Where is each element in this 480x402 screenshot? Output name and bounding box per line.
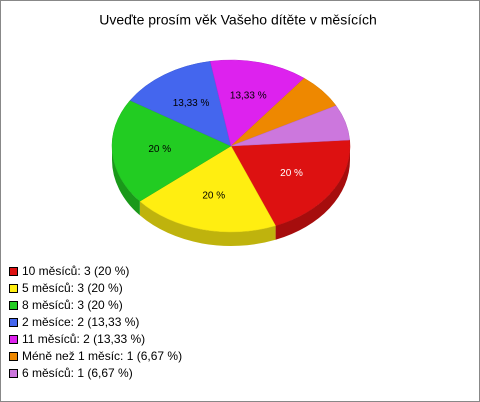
legend-label: 5 měsíců: 3 (20 %) <box>22 281 123 295</box>
legend-label: 10 měsíců: 3 (20 %) <box>22 264 129 278</box>
data-label: 13,33 % <box>230 91 267 102</box>
data-label: 20 % <box>202 191 225 202</box>
slice <box>210 59 305 147</box>
slice <box>111 100 232 202</box>
slice <box>139 145 276 233</box>
legend-label: 8 měsíců: 3 (20 %) <box>22 298 123 312</box>
legend-swatch <box>9 267 18 276</box>
chart-title: Uveďte prosím věk Vašeho dítěte v měsící… <box>99 12 377 28</box>
legend-label: 6 měsíců: 1 (6,67 %) <box>22 366 133 380</box>
data-label: 20 % <box>148 144 171 155</box>
legend-swatch <box>9 318 18 327</box>
slice-side <box>139 201 276 246</box>
legend-label: 2 měsíce: 2 (13,33 %) <box>22 315 139 329</box>
slice <box>129 61 232 147</box>
legend-swatch <box>9 301 18 310</box>
slice <box>230 139 351 227</box>
slice-side <box>275 146 350 240</box>
slice <box>230 105 350 147</box>
legend-label: Méně než 1 měsíc: 1 (6,67 %) <box>22 349 182 363</box>
data-label: 20 % <box>280 168 303 179</box>
legend-swatch <box>9 352 18 361</box>
legend-swatch <box>9 369 18 378</box>
legend-label: 11 měsíců: 2 (13,33 %) <box>22 332 145 346</box>
data-label: 13,33 % <box>173 98 210 109</box>
slice-side <box>112 146 140 216</box>
legend-swatch <box>9 284 18 293</box>
legend-swatch <box>9 335 18 344</box>
